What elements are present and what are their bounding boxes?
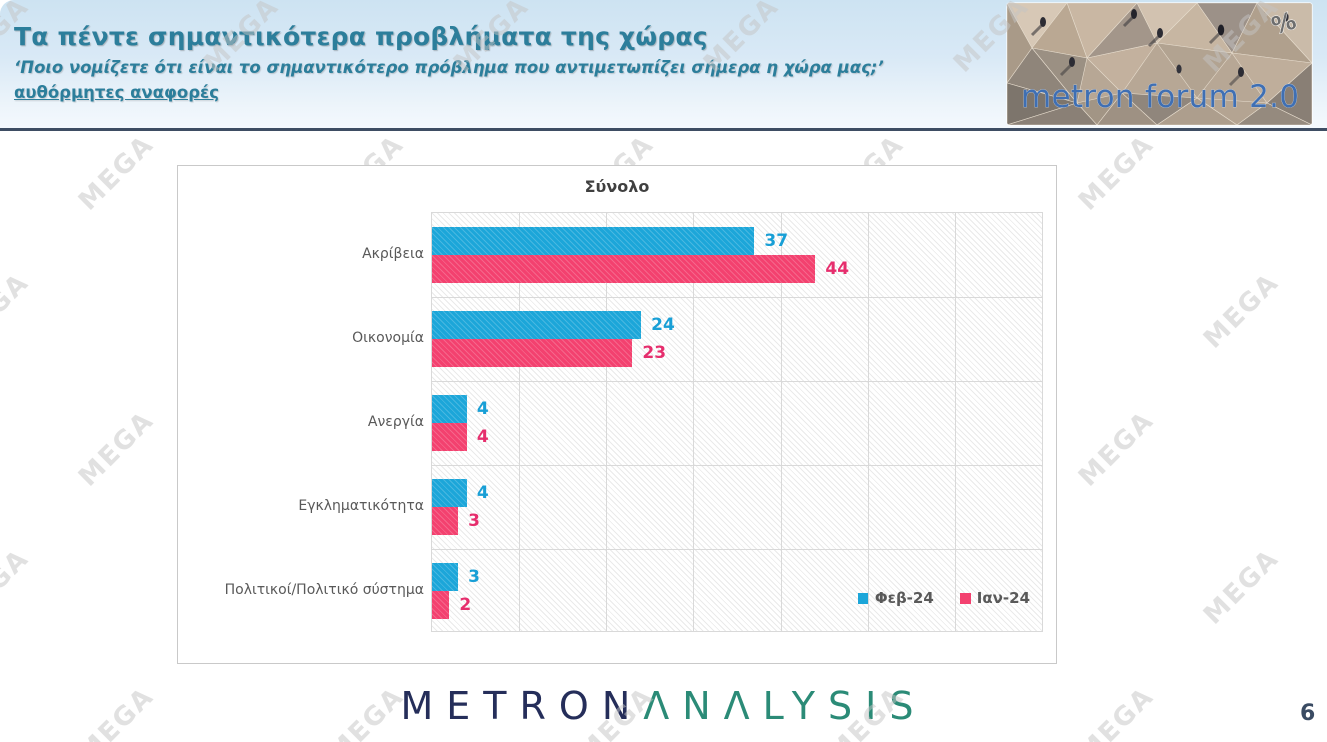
gridline-vertical [519, 213, 521, 631]
band-separator [432, 297, 1042, 298]
watermark-text: MEGA [1073, 405, 1161, 493]
bar-Ιαν-24 [432, 591, 450, 619]
gridline-vertical [954, 213, 956, 631]
watermark-text: MEGA [73, 405, 161, 493]
gridline-vertical [867, 213, 869, 631]
category-label: Ακρίβεια [362, 246, 424, 262]
methodology-note: αυθόρμητες αναφορές [14, 83, 220, 102]
band-separator [432, 465, 1042, 466]
bar-Ιαν-24 [432, 423, 467, 451]
bar-Φεβ-24 [432, 563, 459, 591]
value-label: 4 [476, 399, 489, 419]
survey-question: ‘Ποιο νομίζετε ότι είναι το σημαντικότερ… [14, 58, 884, 77]
category-label: Εγκληματικότητα [298, 498, 424, 514]
category-axis: Ακρίβεια Οικονομία Ανεργία Εγκληματικότητα Π… [186, 212, 424, 632]
gridline-vertical [780, 213, 782, 631]
page-number: 6 [1300, 701, 1316, 726]
value-label: 3 [468, 567, 480, 587]
category-label: Οικονομία [352, 330, 424, 346]
value-label: 2 [459, 595, 472, 615]
bar-Ιαν-24 [432, 255, 816, 283]
value-label: 4 [476, 427, 489, 447]
metron-analysis-logo: METRONΛNΛLYSIS [0, 684, 1327, 728]
legend-label: Ιαν-24 [976, 589, 1030, 607]
bar-Ιαν-24 [432, 507, 459, 535]
header-text-block: Τα πέντε σημαντικότερα προβλήματα της χώ… [14, 22, 884, 102]
legend-swatch [857, 592, 869, 604]
gridline-vertical [606, 213, 608, 631]
legend-item: Φεβ-24 [857, 589, 934, 607]
value-label: 37 [764, 231, 789, 251]
category-label: Ανεργία [367, 414, 424, 430]
watermark-text: MEGA [1323, 405, 1327, 493]
band-separator [432, 549, 1042, 550]
mosaic-photo: % metron forum 2.0 [1007, 3, 1312, 125]
bar-Φεβ-24 [432, 395, 467, 423]
value-label: 44 [825, 259, 850, 279]
bar-Φεβ-24 [432, 311, 642, 339]
bar-Ιαν-24 [432, 339, 633, 367]
chart-legend: Φεβ-24 Ιαν-24 [857, 589, 1030, 607]
plot-area: Φεβ-24 Ιαν-24 37 44 24 23 4 4 4 3 3 2 [431, 212, 1043, 632]
value-label: 4 [476, 483, 489, 503]
watermark-text: MEGA [1198, 543, 1286, 631]
brand-analysis: ΛNΛLYSIS [643, 684, 927, 728]
page-title: Τα πέντε σημαντικότερα προβλήματα της χώ… [14, 22, 708, 51]
metron-forum-wordmark: metron forum 2.0 [1021, 79, 1299, 115]
pedestrians [1030, 9, 1289, 87]
chart-panel: Σύνολο Ακρίβεια Οικονομία Ανεργία Εγκληματι… [177, 165, 1057, 664]
legend-label: Φεβ-24 [874, 589, 934, 607]
chart-title: Σύνολο [584, 177, 650, 196]
legend-item: Ιαν-24 [959, 589, 1030, 607]
category-label: Πολιτικοί/Πολιτικό σύστημα [224, 582, 424, 598]
bar-Φεβ-24 [432, 479, 467, 507]
legend-swatch [959, 592, 971, 604]
watermark-text: MEGA [1073, 129, 1161, 217]
gridline-vertical [693, 213, 695, 631]
watermark-text: MEGA [1323, 129, 1327, 217]
watermark-text: MEGA [1198, 267, 1286, 355]
watermark-text: MEGA [73, 129, 161, 217]
watermark-text: MEGA [0, 267, 36, 355]
watermark-text: MEGA [0, 543, 36, 631]
band-separator [432, 381, 1042, 382]
value-label: 3 [468, 511, 480, 531]
value-label: 24 [651, 315, 675, 335]
brand-metron: METRON [400, 684, 644, 728]
metron-forum-logo: % metron forum 2.0 [1007, 3, 1312, 125]
bar-Φεβ-24 [432, 227, 755, 255]
value-label: 23 [642, 343, 667, 363]
